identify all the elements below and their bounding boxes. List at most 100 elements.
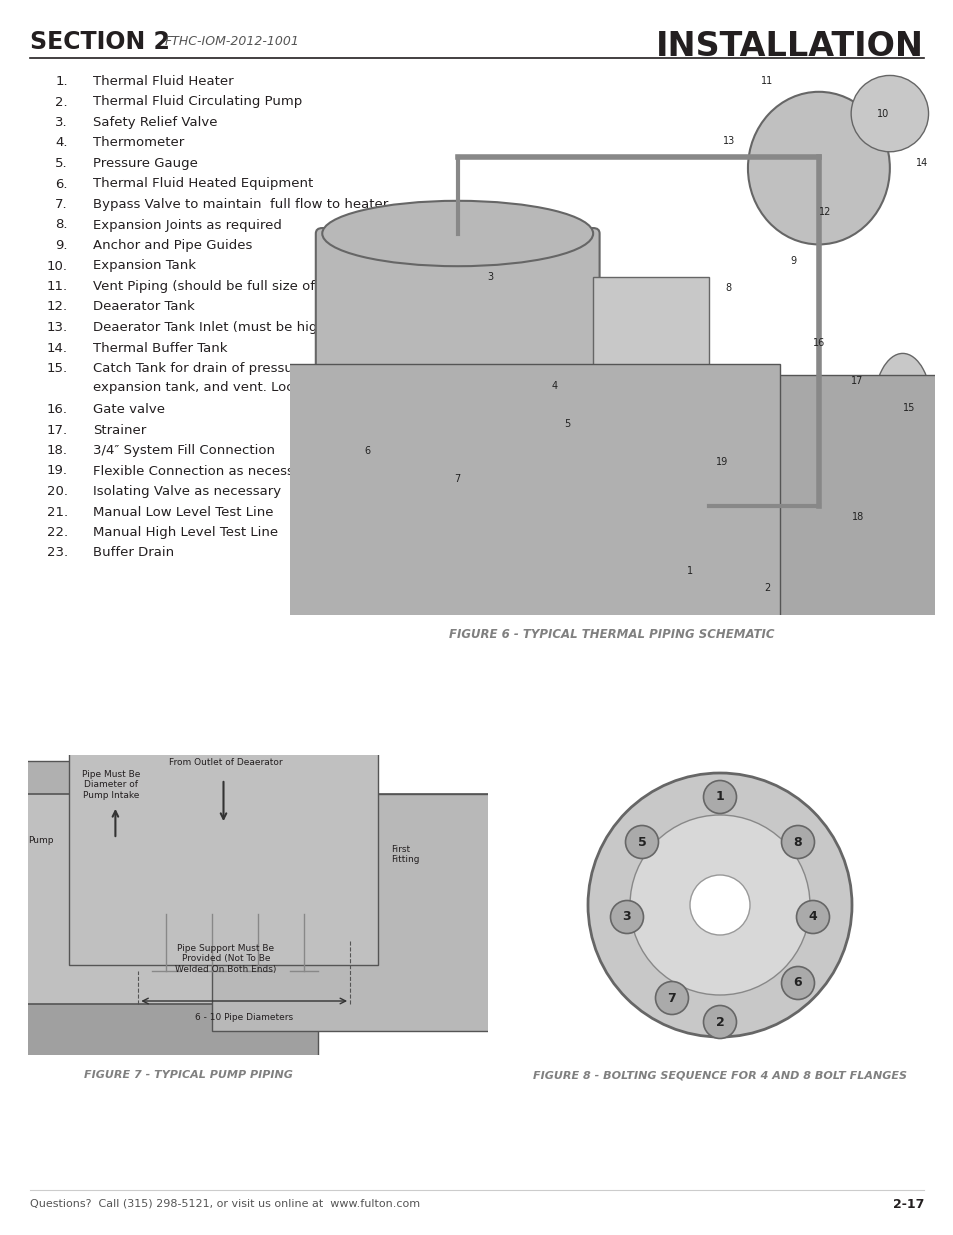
Circle shape (655, 982, 688, 1014)
Text: 20.: 20. (47, 485, 68, 498)
Circle shape (625, 825, 658, 858)
Text: 1.: 1. (55, 75, 68, 88)
FancyBboxPatch shape (212, 794, 524, 1031)
Text: Deaerator Tank: Deaerator Tank (92, 300, 194, 314)
Text: Bypass Valve to maintain  full flow to heater: Bypass Valve to maintain full flow to he… (92, 198, 388, 211)
Text: 8: 8 (725, 283, 731, 293)
Text: INSTALLATION: INSTALLATION (656, 30, 923, 63)
Text: Strainer: Strainer (92, 424, 146, 436)
Text: 6.: 6. (55, 178, 68, 190)
FancyBboxPatch shape (115, 364, 780, 768)
Text: Expansion Joints as required: Expansion Joints as required (92, 219, 281, 231)
Ellipse shape (747, 91, 889, 245)
Text: SECTION 2: SECTION 2 (30, 30, 170, 54)
Ellipse shape (850, 75, 927, 152)
FancyBboxPatch shape (322, 375, 953, 768)
Text: Thermometer: Thermometer (92, 137, 184, 149)
Text: 4: 4 (808, 910, 817, 924)
Text: 15.: 15. (47, 362, 68, 375)
Text: FIGURE 8 - BOLTING SEQUENCE FOR 4 AND 8 BOLT FLANGES: FIGURE 8 - BOLTING SEQUENCE FOR 4 AND 8 … (533, 1070, 906, 1079)
Text: 17.: 17. (47, 424, 68, 436)
Text: Thermal Fluid Heater: Thermal Fluid Heater (92, 75, 233, 88)
Text: Manual High Level Test Line: Manual High Level Test Line (92, 526, 278, 538)
Text: 23.: 23. (47, 547, 68, 559)
Text: 6: 6 (793, 977, 801, 989)
Text: 19: 19 (716, 457, 727, 467)
Text: 2: 2 (763, 583, 770, 593)
Text: Thermal Fluid Circulating Pump: Thermal Fluid Circulating Pump (92, 95, 302, 109)
Ellipse shape (873, 353, 931, 462)
Text: 11: 11 (760, 75, 773, 86)
Text: 18.: 18. (47, 445, 68, 457)
Text: Flexible Connection as necessary: Flexible Connection as necessary (92, 464, 315, 478)
Text: 7: 7 (667, 992, 676, 1004)
Text: 22.: 22. (47, 526, 68, 538)
Circle shape (610, 900, 643, 934)
Text: 16.: 16. (47, 403, 68, 416)
Text: Pressure Gauge: Pressure Gauge (92, 157, 197, 170)
Text: Deaerator Tank Inlet (must be highest point of piping): Deaerator Tank Inlet (must be highest po… (92, 321, 452, 333)
Circle shape (629, 815, 809, 995)
Text: 12.: 12. (47, 300, 68, 314)
Text: Expansion Tank: Expansion Tank (92, 259, 195, 273)
Text: 14: 14 (915, 158, 927, 168)
Text: Thermal Fluid Heated Equipment: Thermal Fluid Heated Equipment (92, 178, 313, 190)
Text: 12: 12 (819, 206, 831, 216)
Text: 7.: 7. (55, 198, 68, 211)
Circle shape (702, 781, 736, 814)
Ellipse shape (734, 527, 799, 593)
Text: 1: 1 (686, 567, 692, 577)
Text: Anchor and Pipe Guides: Anchor and Pipe Guides (92, 240, 253, 252)
Text: Buffer Drain: Buffer Drain (92, 547, 174, 559)
FancyBboxPatch shape (70, 725, 377, 965)
Text: 3: 3 (622, 910, 631, 924)
Circle shape (781, 967, 814, 999)
Text: Safety Relief Valve: Safety Relief Valve (92, 116, 217, 128)
Circle shape (796, 900, 828, 934)
Text: Manual Low Level Test Line: Manual Low Level Test Line (92, 505, 274, 519)
FancyBboxPatch shape (0, 794, 488, 1004)
Text: 9: 9 (789, 256, 796, 266)
Text: 6: 6 (364, 447, 370, 457)
Text: 2: 2 (715, 1015, 723, 1029)
Text: 2.: 2. (55, 95, 68, 109)
Text: 5: 5 (637, 836, 646, 848)
Text: 15: 15 (902, 403, 915, 412)
Circle shape (689, 876, 749, 935)
Text: FIGURE 7 - TYPICAL PUMP PIPING: FIGURE 7 - TYPICAL PUMP PIPING (84, 1070, 293, 1079)
Text: 14.: 14. (47, 342, 68, 354)
Text: 4: 4 (551, 382, 557, 391)
Text: 13.: 13. (47, 321, 68, 333)
Ellipse shape (78, 848, 143, 932)
Ellipse shape (322, 201, 593, 267)
Text: 17: 17 (850, 375, 862, 385)
Text: FIGURE 6 - TYPICAL THERMAL PIPING SCHEMATIC: FIGURE 6 - TYPICAL THERMAL PIPING SCHEMA… (449, 629, 774, 641)
Circle shape (702, 1005, 736, 1039)
Text: 5.: 5. (55, 157, 68, 170)
Text: expansion tank, and vent. Locate in safe area.: expansion tank, and vent. Locate in safe… (92, 380, 402, 394)
Text: Questions?  Call (315) 298-5121, or visit us online at  www.fulton.com: Questions? Call (315) 298-5121, or visit… (30, 1198, 419, 1208)
Text: Pump: Pump (28, 836, 53, 845)
Circle shape (587, 773, 851, 1037)
Text: From Outlet of Deaerator: From Outlet of Deaerator (169, 758, 282, 767)
Text: First
Fitting: First Fitting (391, 845, 419, 864)
Text: 7: 7 (454, 474, 460, 484)
Text: 3.: 3. (55, 116, 68, 128)
Text: 9.: 9. (55, 240, 68, 252)
Text: Gate valve: Gate valve (92, 403, 165, 416)
Text: Isolating Valve as necessary: Isolating Valve as necessary (92, 485, 281, 498)
FancyBboxPatch shape (0, 857, 317, 1061)
Text: 1: 1 (715, 790, 723, 804)
Text: 3: 3 (486, 272, 493, 282)
FancyBboxPatch shape (315, 228, 599, 538)
Text: 16: 16 (812, 337, 824, 347)
FancyBboxPatch shape (0, 761, 234, 1019)
Text: 21.: 21. (47, 505, 68, 519)
Text: 11.: 11. (47, 280, 68, 293)
Text: 8: 8 (793, 836, 801, 848)
Text: Catch Tank for drain of pressure relief valve, cold seal,: Catch Tank for drain of pressure relief … (92, 362, 456, 375)
Text: 2-17: 2-17 (892, 1198, 923, 1212)
Text: 6 - 10 Pipe Diameters: 6 - 10 Pipe Diameters (195, 1013, 293, 1023)
Text: Pipe Must Be
Diameter of
Pump Intake: Pipe Must Be Diameter of Pump Intake (82, 769, 140, 800)
FancyBboxPatch shape (593, 277, 708, 506)
